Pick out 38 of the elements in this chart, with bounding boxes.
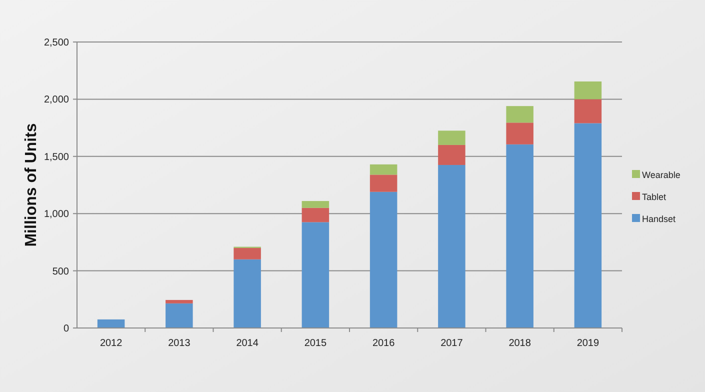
x-tick-label: 2012 [100, 338, 123, 349]
bar [574, 99, 602, 124]
y-tick-label: 0 [63, 324, 70, 334]
x-tick-label: 2016 [372, 338, 396, 349]
y-tick-label: 1,000 [44, 209, 70, 220]
bar [302, 201, 330, 208]
bar [574, 81, 602, 100]
bar [370, 164, 398, 175]
bar [438, 144, 466, 165]
bar [506, 144, 534, 328]
bar [506, 106, 534, 123]
bar [438, 130, 466, 145]
y-tick-label: 1,500 [44, 152, 70, 163]
y-axis-title: Millions of Units [23, 123, 40, 247]
x-tick-label: 2014 [236, 338, 259, 349]
legend-label: Tablet [642, 192, 667, 202]
y-tick-label: 2,000 [44, 94, 70, 106]
x-tick-label: 2017 [440, 338, 464, 349]
bar [166, 303, 193, 328]
bar [234, 259, 261, 328]
bar [370, 174, 398, 192]
bar [438, 164, 466, 328]
bar [166, 300, 193, 304]
bar [302, 208, 330, 222]
bar [302, 222, 330, 328]
x-tick-label: 2019 [576, 338, 600, 349]
bar [234, 248, 261, 260]
x-tick-label: 2013 [168, 338, 191, 349]
bar [97, 319, 125, 328]
bar [506, 122, 534, 144]
legend-label: Wearable [642, 170, 680, 180]
x-tick-label: 2015 [304, 338, 327, 349]
x-tick-label: 2018 [508, 338, 532, 349]
bar [370, 192, 398, 328]
y-tick-label: 500 [52, 266, 70, 278]
bar [574, 123, 602, 328]
legend-label: Handset [642, 214, 676, 224]
y-tick-label: 2,500 [44, 38, 70, 48]
